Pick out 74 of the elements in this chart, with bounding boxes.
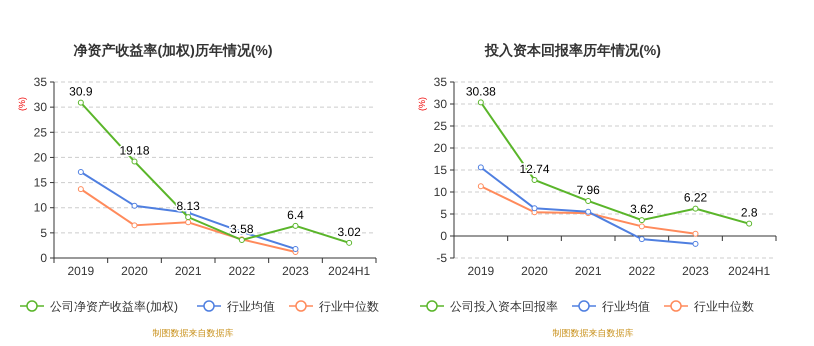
- y-tick-label: 30: [34, 100, 48, 114]
- x-tick-label: 2023: [282, 264, 310, 278]
- x-tick-label: 2021: [174, 264, 202, 278]
- point: [132, 202, 138, 209]
- point: [532, 205, 538, 212]
- legend-label: 行业均值: [602, 300, 650, 314]
- y-tick-label: 25: [34, 125, 48, 140]
- x-tick-label: 2021: [574, 264, 602, 278]
- point: [78, 169, 84, 176]
- text: 制图数据来自数据库: [152, 328, 234, 338]
- y-tick-label: 0: [40, 251, 48, 265]
- point: [78, 100, 84, 106]
- data-label: 7.96: [576, 182, 600, 197]
- text: 制图数据来自数据库: [552, 328, 634, 338]
- point: [78, 186, 84, 192]
- point: [532, 176, 538, 183]
- x-tick-label: 2022: [228, 264, 256, 278]
- point: [585, 198, 592, 204]
- data-label: 30.38: [466, 84, 496, 98]
- x-tick-label: 2020: [521, 264, 548, 278]
- y-tick-label: 15: [434, 163, 448, 177]
- data-label: 2.8: [740, 206, 758, 220]
- point: [292, 246, 298, 252]
- y-tick-label: 30: [434, 97, 448, 111]
- legend-label: 行业中位数: [319, 300, 379, 314]
- y-tick-label: 10: [434, 185, 448, 199]
- point: [638, 236, 645, 242]
- y-tick-label: 20: [434, 141, 448, 155]
- point: [185, 214, 192, 220]
- y-tick-label: 5: [440, 207, 448, 221]
- y-tick-label: 25: [434, 119, 448, 133]
- x-tick-label: 2020: [121, 264, 148, 278]
- point: [692, 206, 698, 212]
- legend-label: 行业中位数: [694, 300, 754, 314]
- data-label: 6.22: [684, 190, 708, 205]
- point: [478, 164, 484, 170]
- chart-title: 投入资本回报率历年情况(%): [484, 42, 661, 58]
- chart-title: 净资产收益率(加权)历年情况(%): [73, 42, 273, 58]
- y-axis-title: (%): [17, 97, 27, 111]
- y-axis-title: (%): [417, 97, 427, 111]
- y-tick-label: 35: [434, 75, 448, 89]
- y-tick-label: 20: [34, 150, 48, 164]
- y-tick-label: 15: [34, 176, 48, 190]
- point: [132, 222, 138, 228]
- legend-label: 公司净资产收益率(加权): [50, 300, 178, 314]
- y-tick-label: 35: [34, 75, 48, 89]
- point: [292, 222, 298, 229]
- point: [185, 219, 192, 226]
- legend-label: 公司投入资本回报率: [450, 300, 558, 314]
- data-label: 6.4: [287, 208, 304, 222]
- x-tick-label: 2023: [682, 264, 710, 278]
- y-tick-label: 5: [40, 226, 48, 240]
- point: [692, 230, 698, 237]
- x-tick-label: 2019: [467, 264, 495, 278]
- x-tick-label: 2024H1: [728, 264, 771, 278]
- point: [692, 240, 698, 247]
- point: [638, 217, 645, 224]
- x-tick-label: 2022: [628, 264, 656, 278]
- y-tick-label: -5: [436, 251, 448, 265]
- legend-label: 行业均值: [227, 300, 275, 314]
- data-label: 3.02: [337, 224, 362, 239]
- point: [478, 99, 484, 106]
- point: [346, 240, 352, 246]
- point: [478, 183, 484, 190]
- data-label: 30.9: [69, 84, 93, 99]
- y-tick-label: 10: [34, 200, 48, 215]
- point: [746, 220, 752, 227]
- data-label: 3.62: [630, 202, 654, 216]
- point: [638, 223, 645, 230]
- y-tick-label: 0: [440, 229, 448, 243]
- x-tick-label: 2019: [67, 264, 95, 278]
- x-tick-label: 2024H1: [328, 264, 371, 278]
- data-label: 8.13: [176, 199, 200, 214]
- point: [132, 158, 138, 165]
